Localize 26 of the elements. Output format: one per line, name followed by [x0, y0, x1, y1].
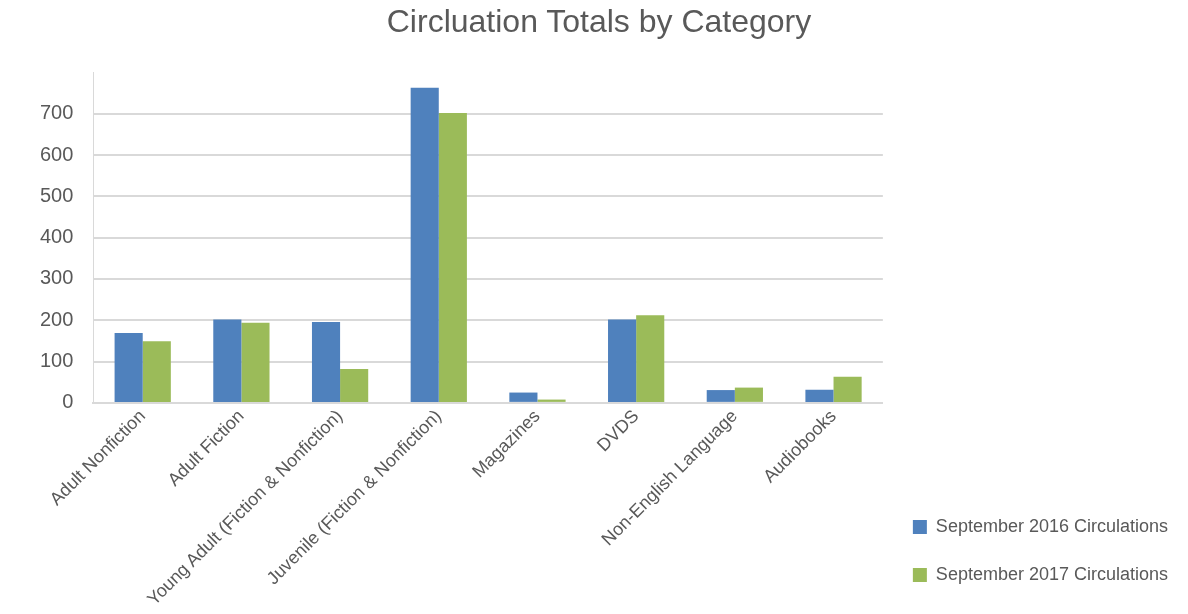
legend-label: September 2016 Circulations [935, 515, 1169, 536]
y-tick-label: 100 [39, 349, 74, 372]
bar [114, 333, 143, 402]
bar [805, 389, 834, 402]
bar [833, 376, 862, 402]
bar [241, 322, 270, 402]
bar [340, 369, 369, 402]
y-tick-label: 600 [39, 142, 74, 165]
bar [608, 319, 637, 402]
bar [410, 87, 439, 402]
bar [311, 321, 341, 402]
bar [438, 112, 467, 402]
chart-title: Circluation Totals by Category [386, 3, 812, 40]
y-tick-label: 400 [39, 225, 74, 248]
y-tick-label: 0 [62, 390, 74, 413]
y-tick-label: 700 [39, 101, 74, 124]
y-tick-label: 500 [39, 183, 74, 206]
bar [142, 341, 171, 402]
legend-label: September 2017 Circulations [935, 563, 1169, 584]
y-tick-label: 300 [39, 266, 74, 289]
bar [734, 387, 763, 402]
bar [706, 390, 735, 402]
bar [636, 315, 665, 402]
bar [213, 319, 242, 402]
bar [509, 392, 538, 402]
y-tick-label: 200 [39, 307, 74, 330]
